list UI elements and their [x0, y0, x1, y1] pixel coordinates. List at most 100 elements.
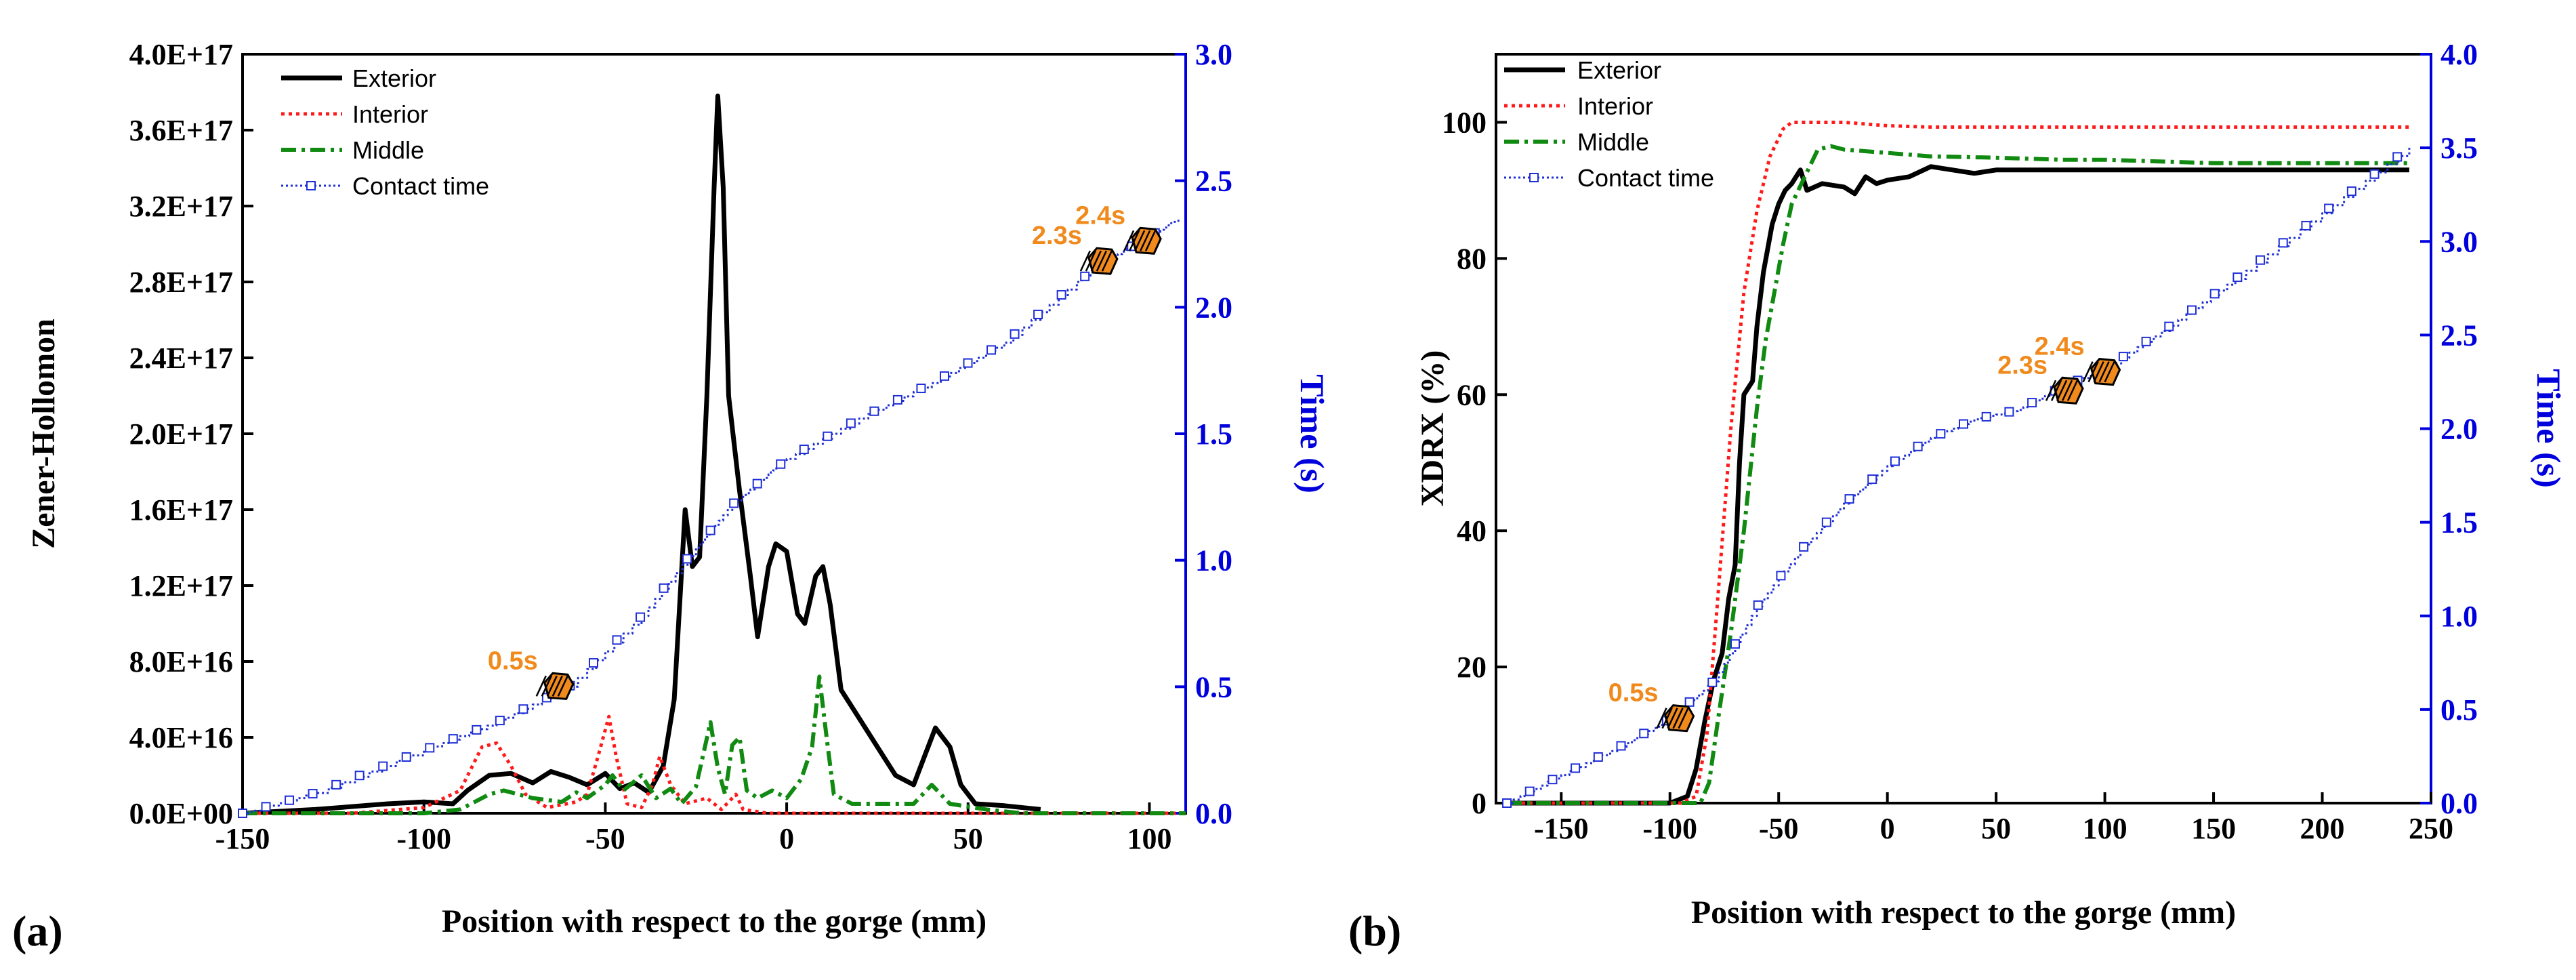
time-marker-icon	[2045, 376, 2084, 405]
y-tick-label: 40	[1457, 514, 1487, 548]
y-tick-label: 1.2E+17	[129, 569, 233, 603]
series-line-interior	[1507, 121, 2409, 805]
ylabel-a: Zener-Hollomon	[26, 319, 62, 549]
legend-b-interior: Interior	[1577, 92, 1653, 120]
y-tick-label: 100	[1442, 106, 1487, 139]
legend-b-contact-marker	[1529, 173, 1539, 182]
contact-time-marker	[1913, 441, 1923, 451]
legend-a: Exterior Interior Middle Contact time	[281, 64, 489, 200]
contact-time-marker	[1959, 419, 1968, 429]
contact-time-marker	[2186, 305, 2197, 315]
contact-time-marker	[308, 789, 318, 799]
y2-tick-label: 1.0	[2440, 600, 2478, 633]
y2-tick-label: 0.0	[1195, 797, 1232, 830]
contact-time-marker	[2301, 220, 2311, 230]
x-tick-label: 0	[779, 822, 794, 855]
contact-time-marker	[916, 384, 926, 394]
contact-time-marker	[238, 809, 247, 818]
contact-time-marker	[729, 498, 739, 508]
contact-time-marker	[1981, 411, 1991, 422]
contact-time-marker	[1776, 571, 1786, 581]
contact-time-marker	[1844, 494, 1854, 504]
legend-b-exterior: Exterior	[1577, 56, 1661, 84]
x-tick-label: 100	[1127, 822, 1171, 855]
contact-time-marker	[261, 802, 271, 812]
series-line-middle	[243, 674, 1186, 815]
contact-time-marker	[1033, 309, 1043, 319]
y2-tick-label: 0.5	[1195, 670, 1232, 703]
contact-time-marker	[1639, 729, 1649, 739]
legend-a-middle: Middle	[352, 136, 424, 164]
chart-a: -150 -100 -50 0 50 100 0.0E+00 4.0E+16 8.0E+16 1…	[12, 38, 1331, 955]
contact-time-marker	[1056, 290, 1066, 300]
y2-tick-label: 3.0	[2440, 225, 2478, 258]
chart-b: -150 -100 -50 0 50 100 150 200 250 020406080100 …	[1348, 38, 2568, 955]
contact-time-marker	[2369, 169, 2380, 179]
y2-tick-label: 2.5	[2440, 319, 2478, 352]
y-tick-label: 4.0E+17	[129, 38, 233, 71]
x-tick-label: -100	[396, 822, 451, 855]
contact-time-marker	[869, 406, 879, 416]
y-tick-label: 20	[1457, 651, 1487, 684]
series-b	[1502, 121, 2411, 808]
contact-time-marker	[612, 635, 622, 645]
contact-time-marker	[2209, 289, 2220, 299]
x-tick-label: -150	[215, 822, 270, 855]
x-tick-label: 50	[1981, 812, 2011, 845]
y2-tick-label: 1.0	[1195, 544, 1232, 577]
y2-tick-label: 2.0	[2440, 413, 2478, 446]
y-tick-label: 3.6E+17	[129, 114, 233, 147]
legend-a-contact: Contact time	[352, 172, 489, 200]
contact-time-marker	[1799, 542, 1809, 552]
series-line-exterior	[242, 94, 1041, 816]
contact-time-marker	[1593, 752, 1603, 762]
y-tick-label: 2.4E+17	[129, 342, 233, 375]
contact-time-marker	[1936, 429, 1946, 439]
y2-tick-label: 3.5	[2440, 131, 2478, 165]
panel-label-b: (b)	[1348, 907, 1401, 955]
contact-time-marker	[776, 459, 786, 469]
contact-time-marker	[518, 704, 528, 714]
contact-time-marker	[2004, 407, 2014, 417]
contact-time-marker	[1684, 697, 1695, 707]
x-tick-label: 150	[2191, 812, 2236, 845]
y2-tick-label: 0.5	[2440, 693, 2478, 727]
y2-ticks-b: 0.0 0.5 1.0 1.5 2.0 2.5 3.0 3.5 4.0	[2420, 38, 2478, 820]
y-ticks-a: 0.0E+00 4.0E+16 8.0E+16 1.2E+17 1.6E+17 2.0E+…	[129, 38, 253, 830]
xlabel-a: Position with respect to the gorge (mm)	[442, 903, 986, 939]
contact-time-marker	[823, 431, 833, 441]
ylabel-b: XDRX (%)	[1415, 350, 1451, 507]
time-annotation-label: 0.5s	[488, 647, 538, 675]
contact-time-marker	[425, 743, 435, 753]
y2label-b: Time (s)	[2530, 369, 2568, 487]
x-ticks-b: -150 -100 -50 0 50 100 150 200 250	[1534, 792, 2453, 845]
contact-time-marker	[331, 779, 341, 790]
y-tick-label: 1.6E+17	[129, 493, 233, 527]
contact-time-marker	[1707, 677, 1718, 687]
contact-time-marker	[682, 554, 692, 564]
time-annotation-label: 2.3s	[1997, 351, 2048, 380]
y2-tick-label: 1.5	[2440, 506, 2478, 539]
panel-label-a: (a)	[12, 907, 63, 955]
x-tick-label: -50	[1759, 812, 1799, 845]
y2-tick-label: 0.0	[2440, 787, 2478, 820]
contact-time-marker	[1821, 517, 1831, 527]
contact-time-marker	[2324, 203, 2334, 213]
time-annotation-label: 0.5s	[1608, 679, 1659, 708]
series-line-interior	[243, 714, 1186, 815]
y2-tick-label: 4.0	[2440, 38, 2478, 71]
legend-a-exterior: Exterior	[352, 64, 436, 92]
contact-time-marker	[2256, 255, 2266, 265]
time-marker-icon	[1123, 226, 1162, 255]
xlabel-b: Position with respect to the gorge (mm)	[1691, 895, 2236, 931]
contact-time-marker	[636, 612, 646, 622]
x-tick-label: -150	[1534, 812, 1589, 845]
time-annotation-label: 2.4s	[2035, 333, 2085, 361]
contact-time-marker	[2141, 336, 2151, 346]
y2-ticks-a: 0.0 0.5 1.0 1.5 2.0 2.5 3.0	[1175, 38, 1232, 830]
contact-time-marker	[495, 716, 505, 726]
contact-time-marker	[401, 752, 411, 762]
contact-time-marker	[1524, 786, 1535, 796]
legend-a-contact-marker	[306, 181, 316, 190]
